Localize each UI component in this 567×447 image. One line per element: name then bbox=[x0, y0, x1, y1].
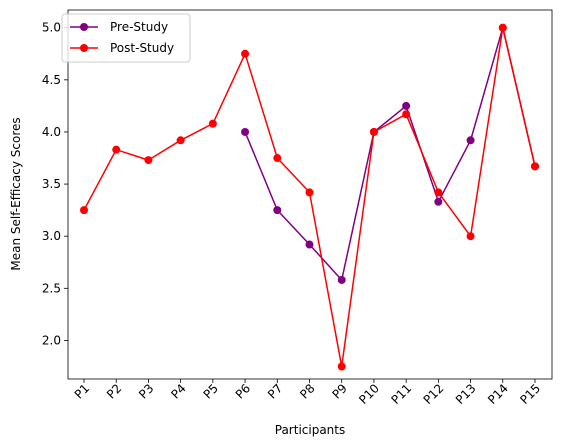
legend-marker-post-study bbox=[80, 44, 88, 52]
series-layer bbox=[80, 23, 539, 371]
legend-label-post-study: Post-Study bbox=[110, 41, 174, 55]
x-tick-label: P4 bbox=[168, 381, 188, 401]
data-point-post-study bbox=[434, 188, 443, 197]
series-line-pre-study bbox=[244, 26, 536, 281]
data-point-post-study bbox=[369, 127, 378, 136]
series-line-post-study bbox=[83, 26, 536, 368]
plot-frame bbox=[67, 9, 553, 380]
x-tick-label: P14 bbox=[485, 381, 511, 407]
data-point-pre-study bbox=[337, 275, 346, 284]
x-tick-label: P6 bbox=[233, 381, 253, 401]
y-tick-label: 3.5 bbox=[42, 177, 61, 191]
y-tick-label: 3.0 bbox=[42, 229, 61, 243]
y-axis: 2.0 2.5 3.0 3.5 4.0 4.5 5.0 bbox=[42, 21, 68, 347]
y-tick-label: 2.0 bbox=[42, 333, 61, 347]
x-tick-label: P3 bbox=[136, 381, 156, 401]
data-point-pre-study bbox=[466, 136, 475, 145]
data-point-pre-study bbox=[241, 127, 250, 136]
y-tick-label: 2.5 bbox=[42, 281, 61, 295]
x-axis: P1 P2 P3 P4 P5 P6 P7 P8 P9 P10 P11 P12 P13 P14 P15 bbox=[72, 379, 543, 407]
data-point-post-study bbox=[531, 162, 539, 171]
data-point-pre-study bbox=[305, 240, 314, 249]
data-point-post-study bbox=[112, 145, 121, 154]
data-point-post-study bbox=[208, 119, 217, 128]
data-point-post-study bbox=[498, 23, 507, 32]
x-tick-label: P2 bbox=[104, 381, 124, 401]
y-tick-label: 4.0 bbox=[42, 125, 61, 139]
data-point-post-study bbox=[305, 188, 314, 197]
x-tick-label: P8 bbox=[297, 381, 317, 401]
y-tick-label: 5.0 bbox=[42, 21, 61, 35]
x-tick-label: P1 bbox=[72, 381, 92, 401]
x-tick-label: P11 bbox=[388, 381, 414, 407]
x-tick-label: P7 bbox=[265, 381, 285, 401]
x-tick-label: P12 bbox=[421, 381, 447, 407]
data-point-pre-study bbox=[402, 101, 411, 110]
y-axis-title: Mean Self-Efficacy Scores bbox=[9, 117, 23, 270]
data-point-pre-study bbox=[434, 197, 443, 206]
legend-label-pre-study: Pre-Study bbox=[110, 20, 168, 34]
data-point-pre-study bbox=[273, 206, 282, 215]
x-tick-label: P9 bbox=[329, 381, 349, 401]
legend-marker-pre-study bbox=[80, 23, 88, 31]
data-point-post-study bbox=[466, 232, 475, 241]
data-point-post-study bbox=[144, 156, 153, 165]
data-point-post-study bbox=[273, 154, 282, 163]
y-tick-label: 4.5 bbox=[42, 73, 61, 87]
data-point-post-study bbox=[241, 49, 250, 58]
data-point-post-study bbox=[80, 206, 88, 215]
data-point-post-study bbox=[176, 136, 185, 145]
x-axis-title: Participants bbox=[275, 423, 346, 437]
legend-box bbox=[61, 13, 191, 63]
x-tick-label: P5 bbox=[201, 381, 221, 401]
data-point-post-study bbox=[337, 362, 346, 371]
x-tick-label: P13 bbox=[453, 381, 479, 407]
x-tick-label: P10 bbox=[356, 381, 382, 407]
data-point-post-study bbox=[402, 110, 411, 119]
legend: Pre-Study Post-Study bbox=[61, 13, 191, 63]
x-tick-label: P15 bbox=[517, 381, 543, 407]
